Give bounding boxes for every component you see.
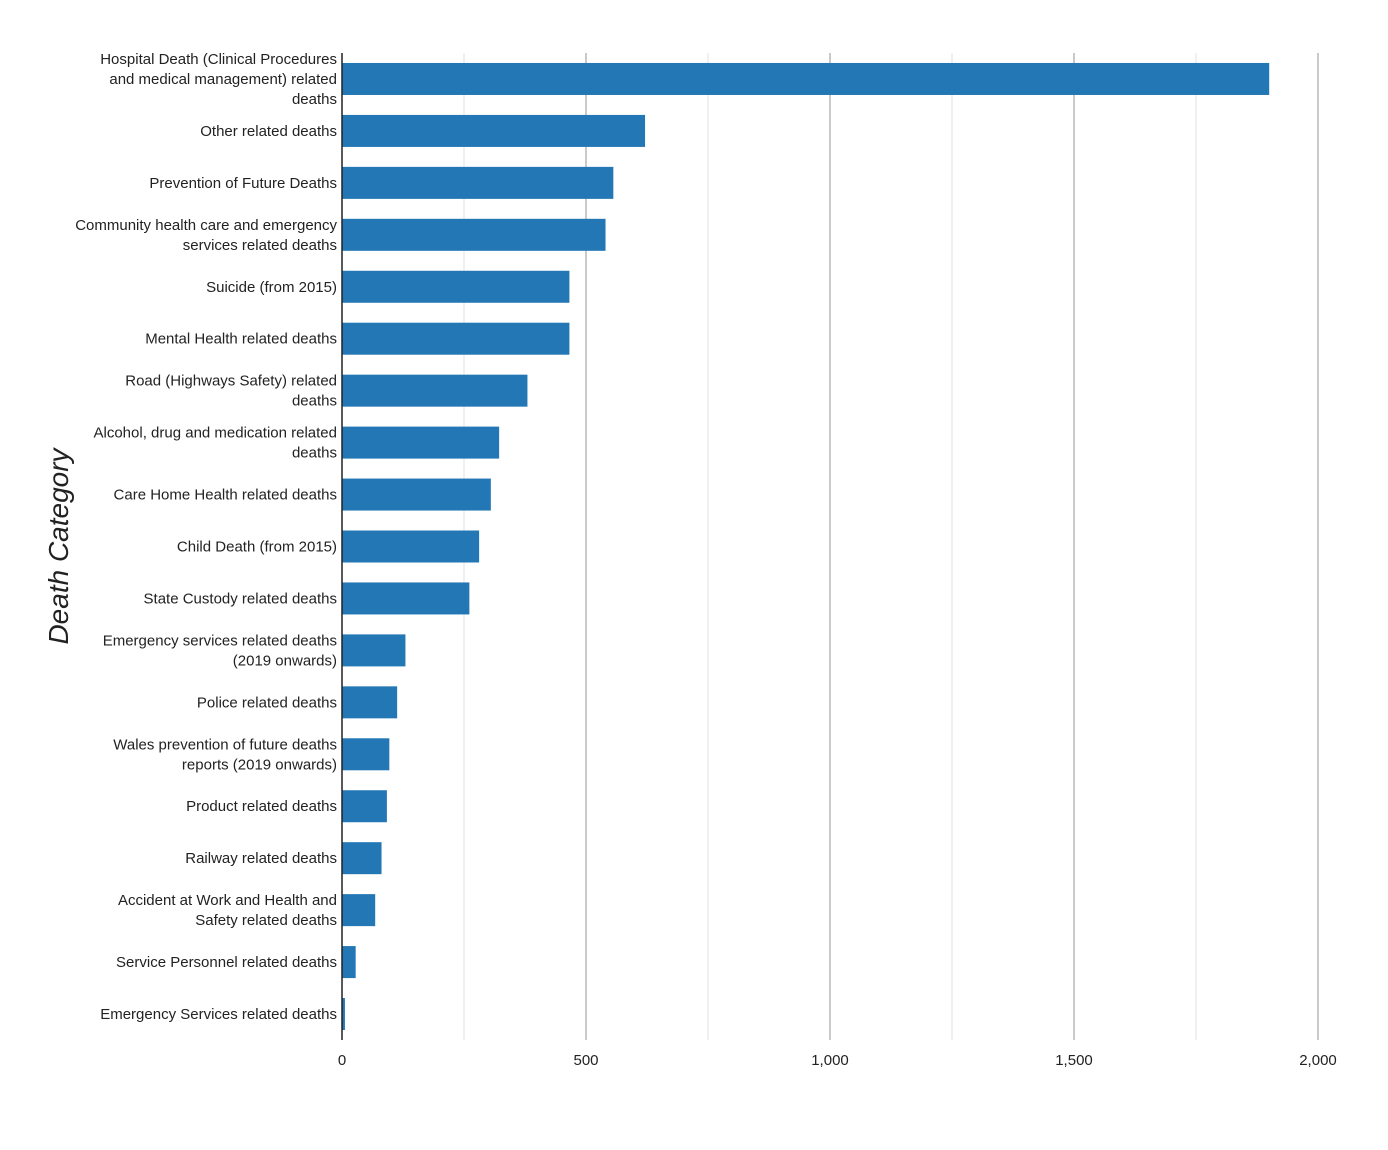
category-label: Alcohol, drug and medication related deat… xyxy=(94,425,338,462)
category-label: State Custody related deaths xyxy=(144,590,337,607)
bar xyxy=(342,530,480,563)
bar xyxy=(342,426,500,459)
category-label: Road (Highways Safety) related deaths xyxy=(125,373,337,410)
gridlines xyxy=(463,53,1319,1040)
x-tick-label: 1,000 xyxy=(811,1052,849,1069)
bar xyxy=(342,218,606,251)
bar xyxy=(342,582,470,615)
bar xyxy=(342,62,1270,95)
bars xyxy=(342,62,1270,1031)
bar xyxy=(342,790,387,823)
bar xyxy=(342,738,390,771)
category-labels: Hospital Death (Clinical Procedures and m… xyxy=(75,51,337,1023)
category-label: Police related deaths xyxy=(197,694,337,711)
bar xyxy=(342,322,570,355)
bar xyxy=(342,634,406,667)
category-label: Other related deaths xyxy=(200,123,337,140)
category-label: Hospital Death (Clinical Procedures and m… xyxy=(100,51,337,108)
category-label: Child Death (from 2015) xyxy=(177,539,337,556)
bar xyxy=(342,998,345,1031)
category-label: Accident at Work and Health and Safety re… xyxy=(118,892,337,929)
bar xyxy=(342,374,528,407)
x-tick-label: 500 xyxy=(573,1052,598,1069)
x-tick-label: 2,000 xyxy=(1299,1052,1337,1069)
category-label: Suicide (from 2015) xyxy=(206,279,337,296)
x-tick-label: 1,500 xyxy=(1055,1052,1093,1069)
bar xyxy=(342,842,382,875)
category-label: Care Home Health related deaths xyxy=(114,487,337,504)
category-label: Wales prevention of future deaths reports… xyxy=(113,736,337,773)
bar xyxy=(342,894,376,927)
category-label: Mental Health related deaths xyxy=(145,331,337,348)
bar xyxy=(342,270,570,303)
category-label: Service Personnel related deaths xyxy=(116,954,337,971)
category-label: Product related deaths xyxy=(186,798,337,815)
category-label: Emergency Services related deaths xyxy=(100,1006,337,1023)
bar xyxy=(342,686,398,719)
bar xyxy=(342,166,614,199)
y-axis-title: Death Category xyxy=(43,446,74,644)
x-tick-label: 0 xyxy=(338,1052,346,1069)
x-tick-labels: 0 500 1,000 1,500 2,000 xyxy=(338,1052,1337,1069)
category-label: Community health care and emergency servi… xyxy=(75,217,337,254)
category-label: Railway related deaths xyxy=(185,850,337,867)
bar xyxy=(342,946,356,979)
bar xyxy=(342,114,646,147)
bar xyxy=(342,478,491,511)
category-label: Emergency services related deaths (2019 o… xyxy=(103,632,337,669)
category-label: Prevention of Future Deaths xyxy=(149,175,337,192)
